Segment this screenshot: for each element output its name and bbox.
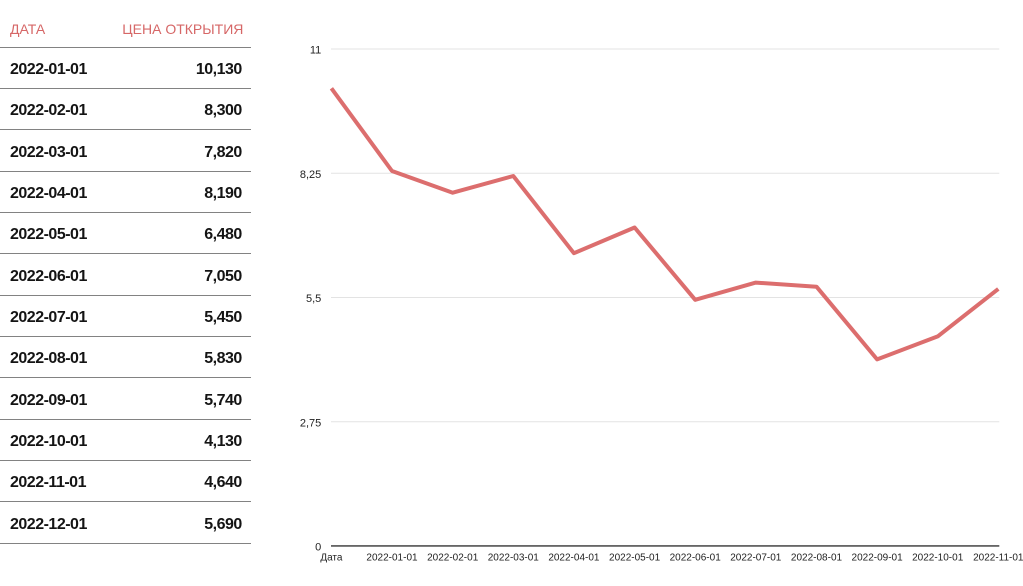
svg-text:2,75: 2,75: [300, 417, 321, 429]
svg-text:2022-08-01: 2022-08-01: [791, 553, 843, 564]
svg-text:Дата: Дата: [320, 553, 343, 564]
svg-text:2022-03-01: 2022-03-01: [488, 553, 540, 564]
svg-text:2022-10-01: 2022-10-01: [912, 553, 964, 564]
svg-text:2022-04-01: 2022-04-01: [548, 553, 600, 564]
svg-text:11: 11: [310, 45, 321, 57]
svg-text:8,25: 8,25: [300, 169, 321, 181]
svg-text:2022-01-01: 2022-01-01: [366, 553, 418, 564]
svg-text:2022-11-01: 2022-11-01: [973, 553, 1023, 564]
svg-text:2022-05-01: 2022-05-01: [609, 553, 661, 564]
svg-text:2022-06-01: 2022-06-01: [670, 553, 722, 564]
svg-text:2022-09-01: 2022-09-01: [852, 553, 904, 564]
svg-text:0: 0: [315, 542, 321, 554]
svg-text:2022-02-01: 2022-02-01: [427, 553, 479, 564]
svg-text:2022-07-01: 2022-07-01: [730, 553, 782, 564]
svg-text:5,5: 5,5: [306, 293, 321, 305]
